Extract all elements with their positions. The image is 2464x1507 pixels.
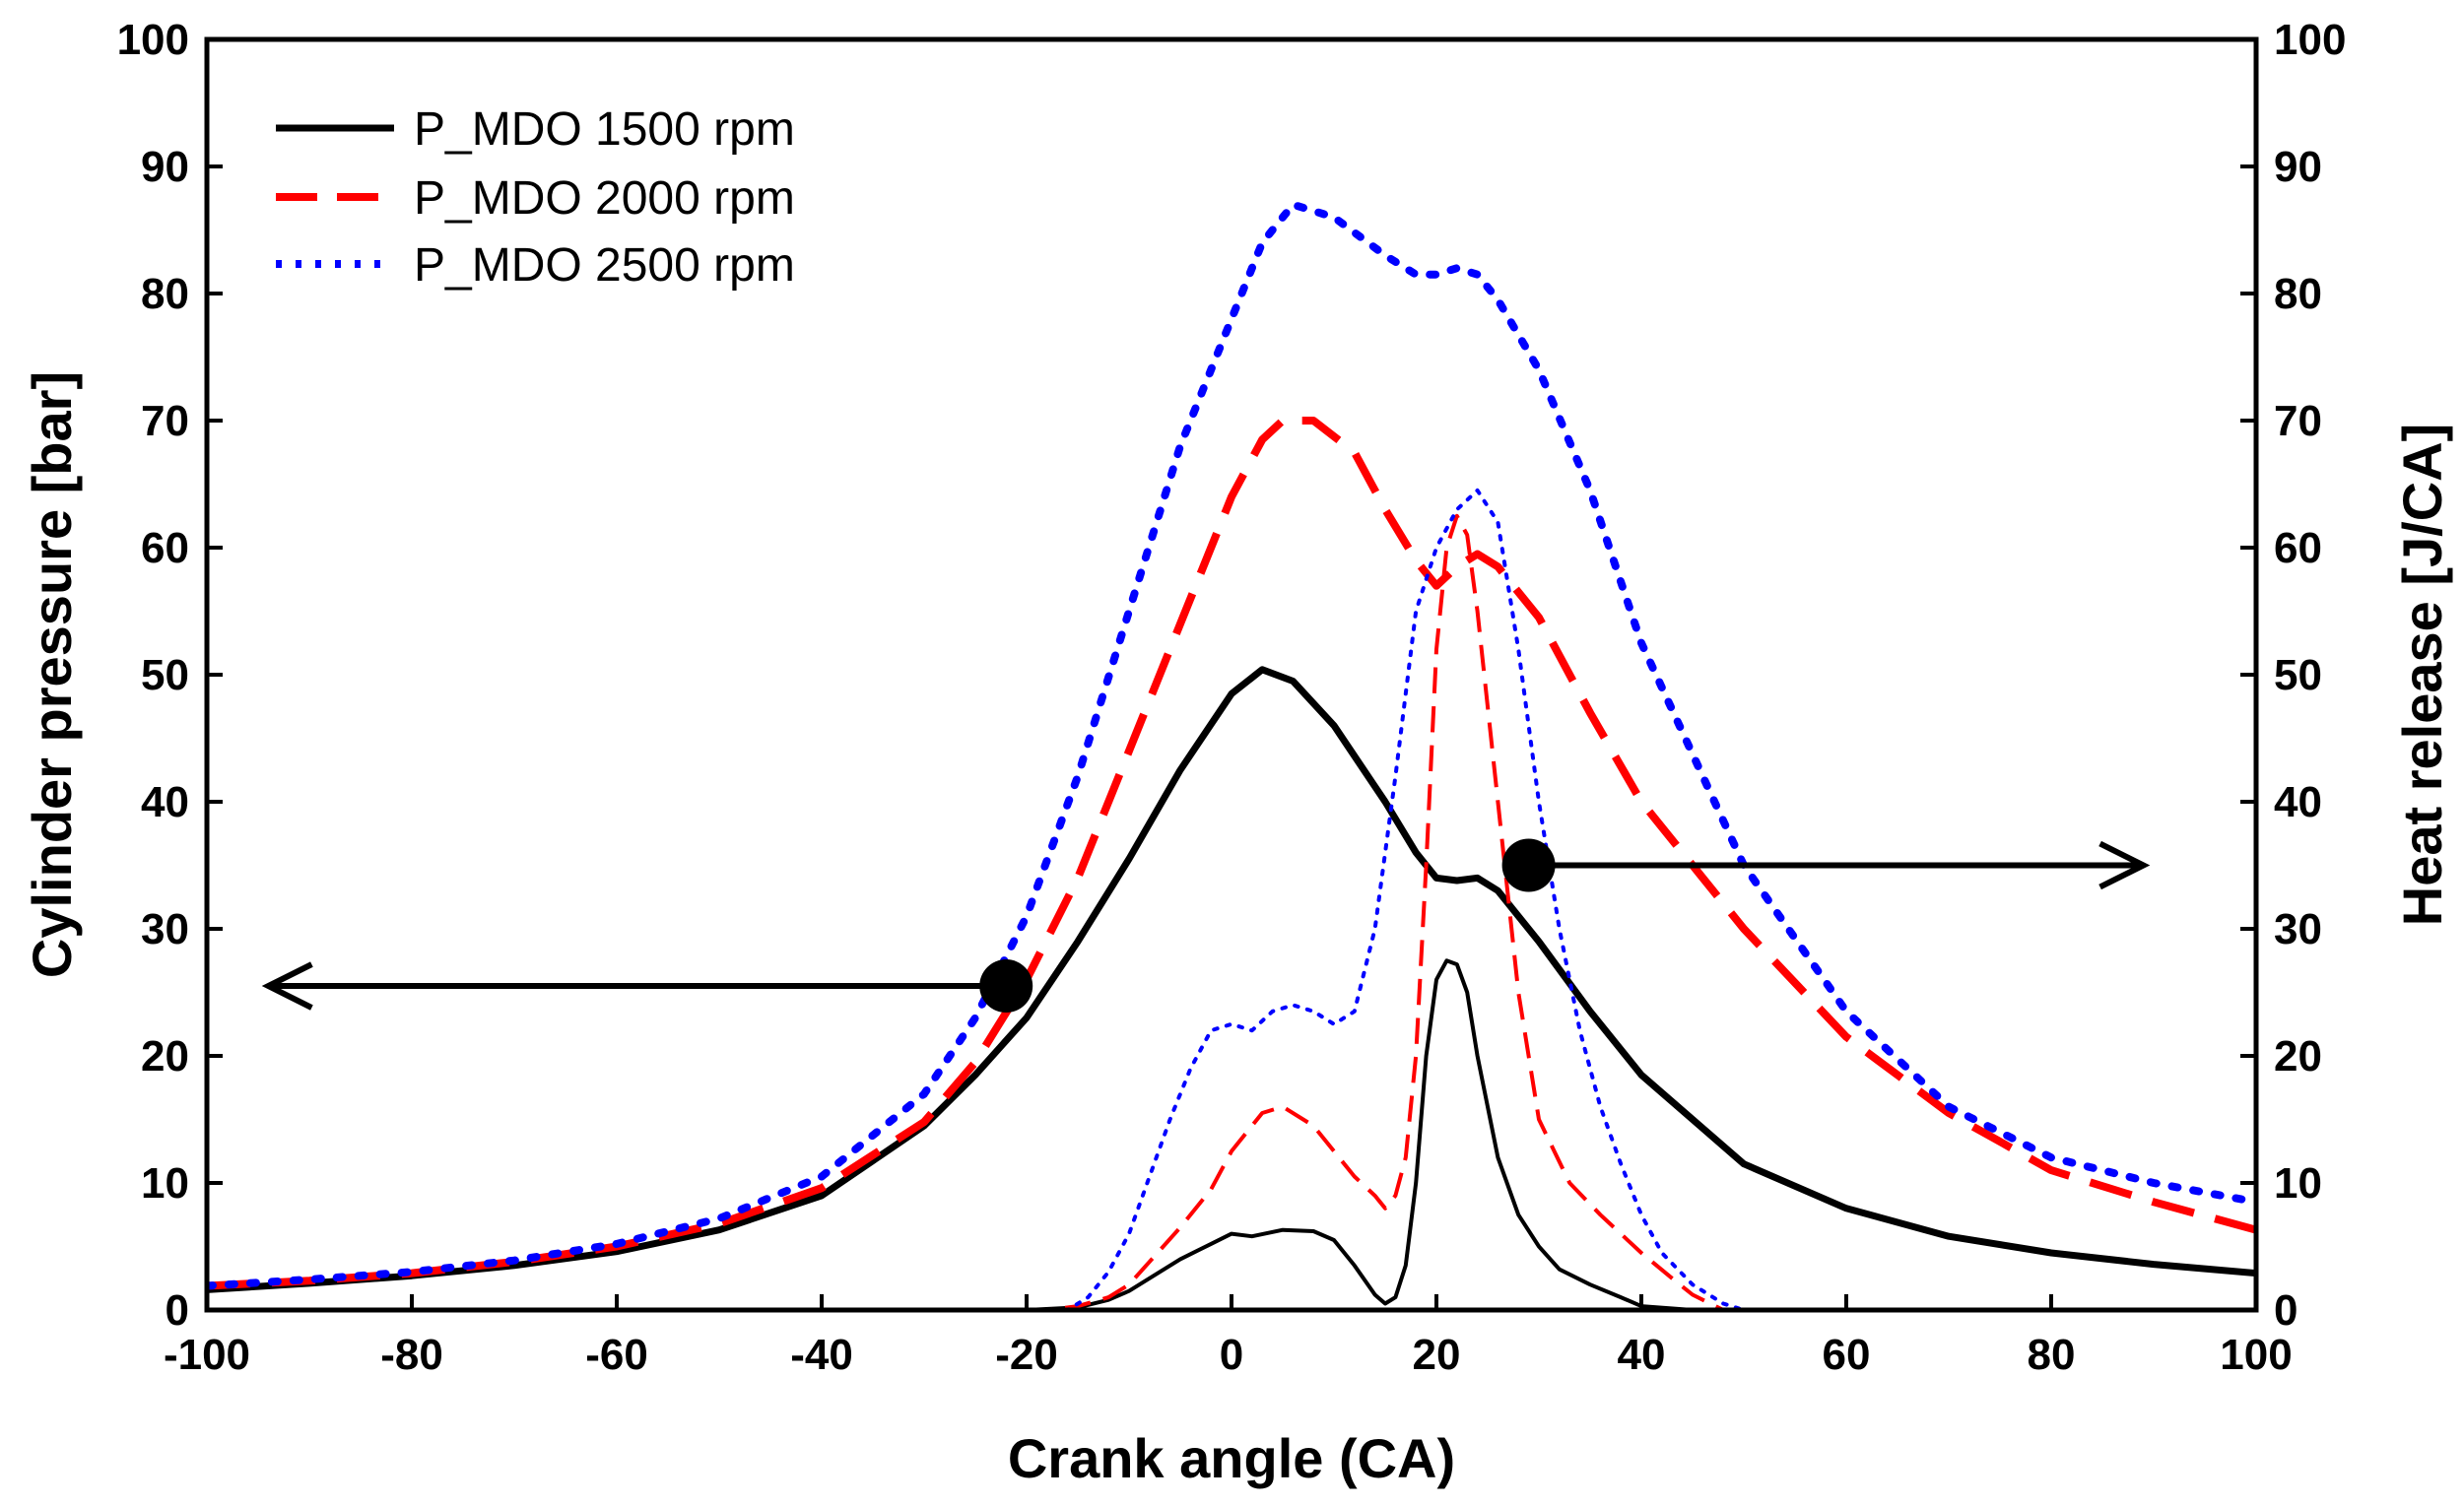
legend: P_MDO 1500 rpm P_MDO 2000 rpm P_MDO 2500… (276, 103, 795, 292)
y-tick-label-left: 10 (141, 1159, 189, 1208)
y-tick-label-left: 90 (141, 143, 189, 191)
y-tick-label-left: 80 (141, 270, 189, 318)
x-tick-label: -100 (164, 1331, 250, 1379)
y-tick-label-right: 30 (2274, 905, 2322, 953)
y-tick-label-left: 70 (141, 397, 189, 445)
y-tick-label-left: 20 (141, 1032, 189, 1081)
y-axis-title-left: Cylinder pressure [bar] (21, 371, 83, 978)
x-tick-label: 100 (2220, 1331, 2292, 1379)
x-tick-label: 60 (1823, 1331, 1871, 1379)
y-tick-label-right: 100 (2274, 16, 2346, 64)
y-tick-label-right: 10 (2274, 1159, 2322, 1208)
x-axis-title: Crank angle (CA) (1008, 1427, 1455, 1489)
annotations (261, 838, 2151, 1014)
annotation-arrow-head (2098, 840, 2151, 890)
x-tick-label: -20 (995, 1331, 1058, 1379)
y-tick-label-right: 40 (2274, 778, 2322, 826)
annotation-arrow-head (261, 961, 313, 1011)
y-tick-label-left: 40 (141, 778, 189, 826)
y-tick-label-right: 60 (2274, 524, 2322, 572)
legend-label-2500: P_MDO 2500 rpm (414, 239, 795, 292)
y-tick-label-right: 0 (2274, 1286, 2298, 1335)
plot-frame (204, 36, 2259, 1313)
y-tick-label-right: 90 (2274, 143, 2322, 191)
y-tick-label-right: 70 (2274, 397, 2322, 445)
y-tick-label-left: 60 (141, 524, 189, 572)
x-tick-label: 40 (1618, 1331, 1666, 1379)
y-tick-label-right: 20 (2274, 1032, 2322, 1081)
series-line-p-mdo-1500-rpm (207, 666, 2256, 1293)
x-tick-label: 0 (1220, 1331, 1243, 1379)
legend-label-1500: P_MDO 1500 rpm (414, 103, 795, 156)
x-tick-label: -80 (380, 1331, 443, 1379)
y-tick-label-right: 80 (2274, 270, 2322, 318)
x-tick-label: 80 (2028, 1331, 2076, 1379)
y-tick-label-left: 50 (141, 651, 189, 699)
x-tick-label: 20 (1413, 1331, 1461, 1379)
y-tick-label-right: 50 (2274, 651, 2322, 699)
y-axis-title-right: Heat release [J/CA] (2391, 424, 2453, 926)
series-line-hr-2000-rpm (207, 513, 2256, 1310)
x-tick-label: -60 (585, 1331, 648, 1379)
series-line-p-mdo-2000-rpm (207, 417, 2256, 1290)
series-line-hr-2500-rpm (207, 488, 2256, 1310)
series-line-p-mdo-2500-rpm (207, 200, 2256, 1290)
series-line-hr-1500-rpm (207, 958, 2256, 1310)
annotation-dot-marker (979, 959, 1033, 1014)
x-tick-label: -40 (790, 1331, 853, 1379)
annotation-dot-marker (1501, 838, 1556, 892)
y-tick-label-left: 0 (166, 1286, 189, 1335)
y-tick-label-left: 30 (141, 905, 189, 953)
y-tick-label-left: 100 (117, 16, 189, 64)
plot-content (207, 200, 2256, 1310)
legend-label-2000: P_MDO 2000 rpm (414, 172, 795, 225)
axis-ticks: -100 -80 -60 -40 -20 0 20 40 60 80 100010203040506… (117, 16, 2347, 1379)
